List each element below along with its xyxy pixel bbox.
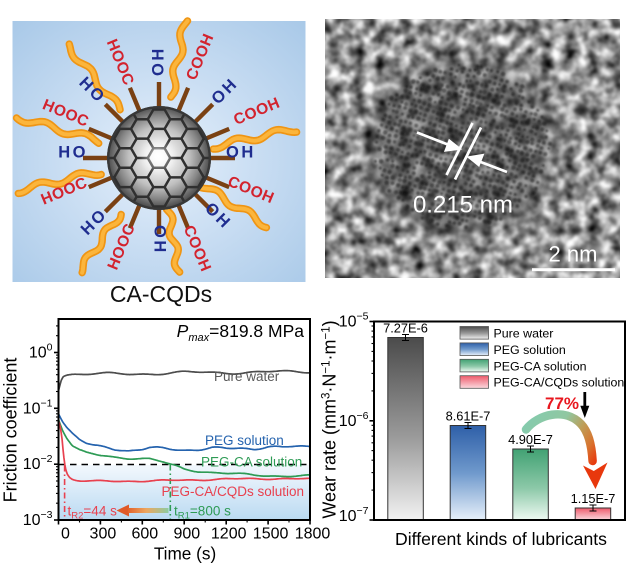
svg-text:10−7: 10−7 <box>339 505 369 525</box>
svg-text:10−5: 10−5 <box>339 311 369 331</box>
svg-text:PEG-CA/CQDs solution: PEG-CA/CQDs solution <box>162 484 305 499</box>
svg-text:1.15E-7: 1.15E-7 <box>571 491 616 506</box>
svg-text:Time (s): Time (s) <box>154 544 216 564</box>
svg-text:0.215 nm: 0.215 nm <box>413 192 513 219</box>
svg-text:Wear rate (mm3·N−1·m−1): Wear rate (mm3·N−1·m−1) <box>320 320 340 518</box>
svg-text:CA-CQDs: CA-CQDs <box>110 281 212 307</box>
svg-text:600: 600 <box>131 526 158 543</box>
svg-text:1200: 1200 <box>211 526 247 543</box>
svg-text:10−6: 10−6 <box>339 410 369 430</box>
svg-text:4.90E-7: 4.90E-7 <box>508 432 553 447</box>
svg-text:900: 900 <box>173 526 200 543</box>
svg-text:100: 100 <box>29 342 53 362</box>
svg-text:1800: 1800 <box>295 526 331 543</box>
svg-text:OH: OH <box>151 225 169 255</box>
svg-text:Friction coefficient: Friction coefficient <box>1 358 21 503</box>
svg-text:Pure water: Pure water <box>494 327 554 341</box>
svg-text:PEG-CA solution: PEG-CA solution <box>494 359 587 373</box>
svg-text:OH: OH <box>149 46 167 76</box>
svg-text:PEG-CA/CQDs solution: PEG-CA/CQDs solution <box>494 376 625 390</box>
svg-text:2 nm: 2 nm <box>549 242 598 267</box>
svg-text:300: 300 <box>90 526 117 543</box>
svg-text:HO: HO <box>58 143 88 161</box>
svg-text:0: 0 <box>61 526 70 543</box>
svg-text:10−3: 10−3 <box>23 509 53 529</box>
svg-text:PEG solution: PEG solution <box>205 433 284 448</box>
svg-text:OH: OH <box>226 143 256 161</box>
svg-text:Pure water: Pure water <box>214 369 280 384</box>
svg-text:PEG solution: PEG solution <box>494 343 566 357</box>
svg-text:Different kinds of lubricants: Different kinds of lubricants <box>395 529 607 549</box>
svg-text:10−1: 10−1 <box>23 397 53 417</box>
svg-text:77%: 77% <box>545 394 579 413</box>
svg-text:PEG-CA solution: PEG-CA solution <box>201 455 302 470</box>
svg-text:Pmax=819.8 MPa: Pmax=819.8 MPa <box>177 321 305 344</box>
svg-text:8.61E-7: 8.61E-7 <box>446 409 491 424</box>
svg-text:1500: 1500 <box>253 526 289 543</box>
svg-text:10−2: 10−2 <box>23 453 53 473</box>
svg-text:7.27E-6: 7.27E-6 <box>383 321 428 336</box>
